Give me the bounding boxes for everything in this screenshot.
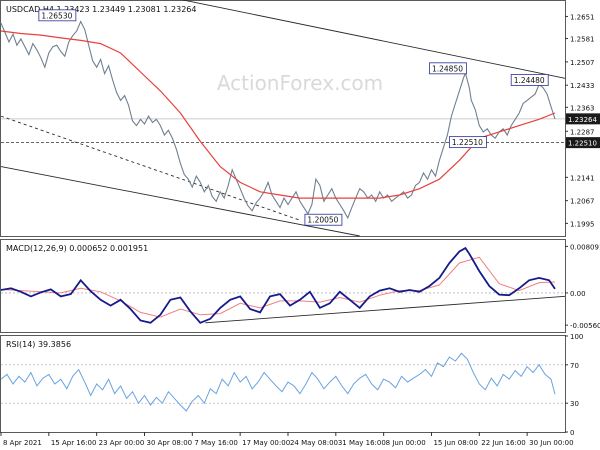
x-axis: 8 Apr 2021 15 Apr 16:00 23 Apr 00:00 30 Apr… — [0, 432, 574, 447]
axis-price-label: 1.23264 — [568, 116, 597, 124]
x-tick-label: 8 Jun 00:00 — [386, 439, 426, 447]
x-tick-label: 15 Apr 16:00 — [51, 439, 97, 447]
x-tick-label: 30 Apr 08:00 — [146, 439, 192, 447]
axis-price-label: 1.22510 — [568, 140, 597, 148]
x-tick-label: 8 Apr 2021 — [3, 439, 42, 447]
y-tick-label: 0 — [570, 429, 574, 437]
rsi-series — [0, 352, 556, 412]
y-tick-label: -0.005608 — [570, 322, 600, 330]
annotation-box — [510, 74, 549, 86]
macd-signal-series — [0, 256, 556, 318]
y-tick-label: 1.1995 — [570, 220, 595, 228]
y-tick-label: 1.2287 — [570, 128, 595, 136]
y-tick-label: 1.2067 — [570, 198, 595, 206]
y-tick-label: 1.2363 — [570, 104, 595, 112]
annotation-label: 1.24480 — [514, 76, 545, 85]
x-tick-label: 15 Jun 08:00 — [433, 439, 477, 447]
x-tick-label: 31 May 16:00 — [338, 439, 386, 447]
y-tick-label: 1.2581 — [570, 36, 595, 44]
price-series — [0, 20, 556, 220]
y-tick-label: 0.00 — [570, 290, 586, 298]
panel-title: RSI(14) 39.3856 — [6, 340, 71, 349]
annotation-box — [38, 9, 77, 22]
macd-panel: MACD(12,26,9) 0.000652 0.001951 0.008091 0… — [0, 243, 600, 330]
x-tick-label: 22 Jun 16:00 — [481, 439, 525, 447]
panel-title: USDCAD,H4 1.23423 1.23449 1.23081 1.2326… — [6, 5, 196, 14]
moving-average-series — [0, 30, 556, 199]
y-tick-label: 100 — [570, 333, 583, 341]
trendline — [180, 0, 566, 79]
axis-price-badge — [566, 137, 600, 149]
macd-trendline — [205, 295, 566, 324]
annotation-label: 1.24850 — [432, 64, 463, 73]
macd-series — [0, 246, 556, 324]
annotation-box — [429, 62, 467, 75]
y-tick-label: 30 — [570, 400, 579, 408]
y-tick-label: 0.008091 — [570, 243, 600, 251]
y-tick-label: 1.2507 — [570, 59, 595, 67]
annotation-box — [304, 213, 343, 226]
annotation-label: 1.20050 — [307, 216, 338, 225]
price-panel: USDCAD,H4 1.23423 1.23449 1.23081 1.2326… — [0, 0, 600, 237]
y-tick-label: 1.2433 — [570, 82, 595, 90]
x-tick-label: 23 Apr 00:00 — [99, 439, 145, 447]
x-tick-label: 7 May 16:00 — [194, 439, 238, 447]
y-tick-label: 70 — [570, 362, 579, 370]
trendline — [0, 115, 301, 221]
rsi-panel: RSI(14) 39.3856 100 70 30 0 — [0, 333, 583, 437]
watermark: ActionForex.com — [217, 71, 383, 95]
panel-title: MACD(12,26,9) 0.000652 0.001951 — [6, 244, 148, 253]
annotation-label: 1.26530 — [41, 11, 72, 20]
annotation-label: 1.22510 — [452, 138, 483, 147]
axis-price-badge — [566, 113, 600, 125]
x-tick-label: 30 Jun 00:00 — [529, 439, 573, 447]
y-tick-label: 1.2141 — [570, 174, 595, 182]
annotation-box — [449, 136, 487, 149]
y-tick-label: 1.2651 — [570, 13, 595, 21]
trendline — [0, 166, 360, 237]
x-tick-label: 17 May 00:00 — [242, 439, 290, 447]
x-tick-label: 24 May 08:00 — [290, 439, 338, 447]
rsi-panel-frame — [0, 335, 566, 433]
